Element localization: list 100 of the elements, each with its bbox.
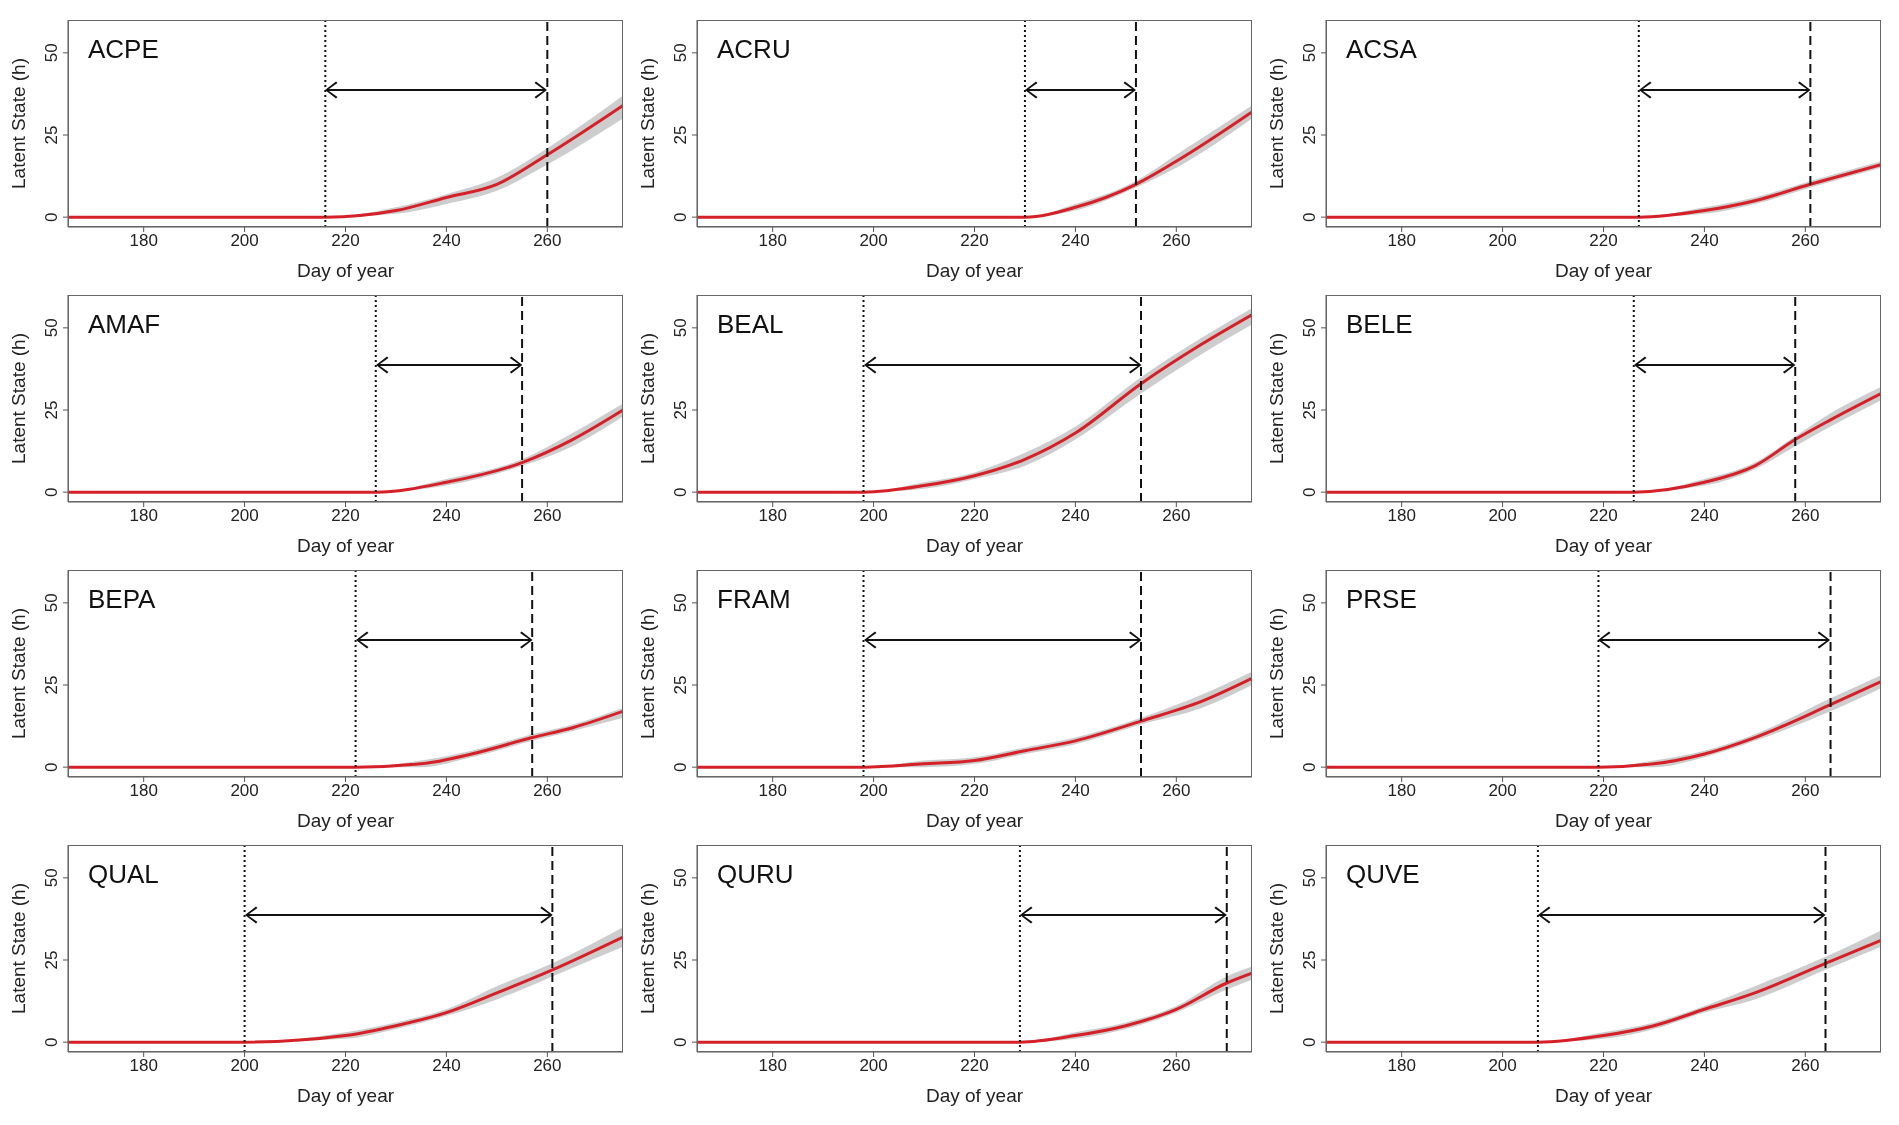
y-tick-label: 0 [1300,212,1319,222]
text: BEAL [717,309,784,340]
y-tick-label: 25 [1300,400,1319,420]
text: QURU [717,859,794,890]
y-axis-title: Latent State (h) [7,58,29,189]
x-tick-label: 240 [1690,506,1719,526]
x-tick-label: 180 [758,781,787,801]
x-tick-label: 200 [1488,1056,1517,1076]
x-tick-label: 220 [1589,1056,1618,1076]
x-tick-label: 200 [1488,506,1517,526]
x-tick-label: 260 [1162,781,1191,801]
x-tick-label: 220 [960,781,989,801]
x-tick-label: 200 [859,506,888,526]
text: FRAM [717,584,791,615]
x-tick-label: 220 [331,781,360,801]
x-tick-label: 260 [533,1056,562,1076]
x-tick-label: 260 [1162,231,1191,251]
x-tick-label: 180 [758,231,787,251]
x-tick-label: 180 [758,1056,787,1076]
y-tick-label: 50 [42,43,61,63]
x-tick-label: 200 [230,1056,259,1076]
y-tick-label: 0 [1300,487,1319,497]
x-tick-label: 240 [1690,1056,1719,1076]
y-tick-label: 0 [671,1037,690,1047]
x-tick-label: 180 [129,506,158,526]
y-axis-title: Latent State (h) [636,883,658,1014]
x-tick-label: 200 [859,1056,888,1076]
x-axis-title: Day of year [925,810,1024,831]
y-tick-label: 0 [42,212,61,222]
y-axis-title: Latent State (h) [7,883,29,1014]
x-axis-title: Day of year [1554,260,1653,281]
text: PRSE [1346,584,1417,615]
y-tick-label: 25 [671,950,690,970]
x-tick-label: 200 [230,781,259,801]
x-tick-label: 220 [1589,781,1618,801]
y-tick-label: 50 [42,868,61,888]
y-tick-label: 25 [671,400,690,420]
x-tick-label: 240 [432,506,461,526]
x-tick-label: 220 [1589,506,1618,526]
x-tick-label: 220 [960,231,989,251]
text: BELE [1346,309,1413,340]
x-tick-label: 180 [1387,231,1416,251]
y-tick-label: 50 [671,43,690,63]
x-tick-label: 260 [1791,506,1820,526]
x-tick-label: 240 [1690,781,1719,801]
x-tick-label: 180 [758,506,787,526]
y-tick-label: 25 [42,400,61,420]
y-axis-title: Latent State (h) [1265,333,1287,464]
y-tick-label: 0 [42,1037,61,1047]
y-tick-label: 0 [1300,762,1319,772]
x-tick-label: 240 [432,1056,461,1076]
y-axis-title: Latent State (h) [7,333,29,464]
text: BEPA [88,584,156,615]
y-tick-label: 50 [1300,43,1319,63]
x-tick-label: 200 [859,781,888,801]
x-tick-label: 260 [1791,781,1820,801]
x-axis-title: Day of year [296,260,395,281]
x-tick-label: 240 [1061,506,1090,526]
x-axis-title: Day of year [296,1085,395,1106]
y-tick-label: 50 [1300,868,1319,888]
x-tick-label: 240 [432,231,461,251]
x-tick-label: 260 [533,781,562,801]
y-tick-label: 25 [1300,950,1319,970]
x-tick-label: 200 [1488,781,1517,801]
x-tick-label: 220 [1589,231,1618,251]
y-axis-title: Latent State (h) [1265,58,1287,189]
x-tick-label: 180 [129,1056,158,1076]
x-tick-label: 200 [859,231,888,251]
text: QUVE [1346,859,1420,890]
text: AMAF [88,309,161,340]
text: ACRU [717,34,791,65]
x-axis-title: Day of year [925,1085,1024,1106]
y-tick-label: 25 [42,675,61,695]
x-tick-label: 240 [432,781,461,801]
y-tick-label: 50 [1300,593,1319,613]
x-tick-label: 220 [331,1056,360,1076]
y-tick-label: 0 [671,487,690,497]
x-tick-label: 220 [331,231,360,251]
y-axis-title: Latent State (h) [1265,608,1287,739]
x-tick-label: 260 [1162,1056,1191,1076]
x-tick-label: 200 [1488,231,1517,251]
y-tick-label: 25 [671,125,690,145]
x-tick-label: 220 [960,1056,989,1076]
x-tick-label: 180 [129,781,158,801]
y-tick-label: 0 [671,762,690,772]
x-tick-label: 220 [960,506,989,526]
y-tick-label: 50 [671,593,690,613]
y-axis-title: Latent State (h) [636,608,658,739]
x-tick-label: 240 [1061,231,1090,251]
y-tick-label: 25 [1300,675,1319,695]
x-tick-label: 260 [1791,1056,1820,1076]
x-tick-label: 180 [129,231,158,251]
x-tick-label: 240 [1061,1056,1090,1076]
x-tick-label: 260 [1162,506,1191,526]
y-tick-label: 50 [671,868,690,888]
y-tick-label: 25 [1300,125,1319,145]
x-tick-label: 200 [230,231,259,251]
text: ACPE [88,34,159,65]
y-tick-label: 0 [42,762,61,772]
x-tick-label: 180 [1387,781,1416,801]
